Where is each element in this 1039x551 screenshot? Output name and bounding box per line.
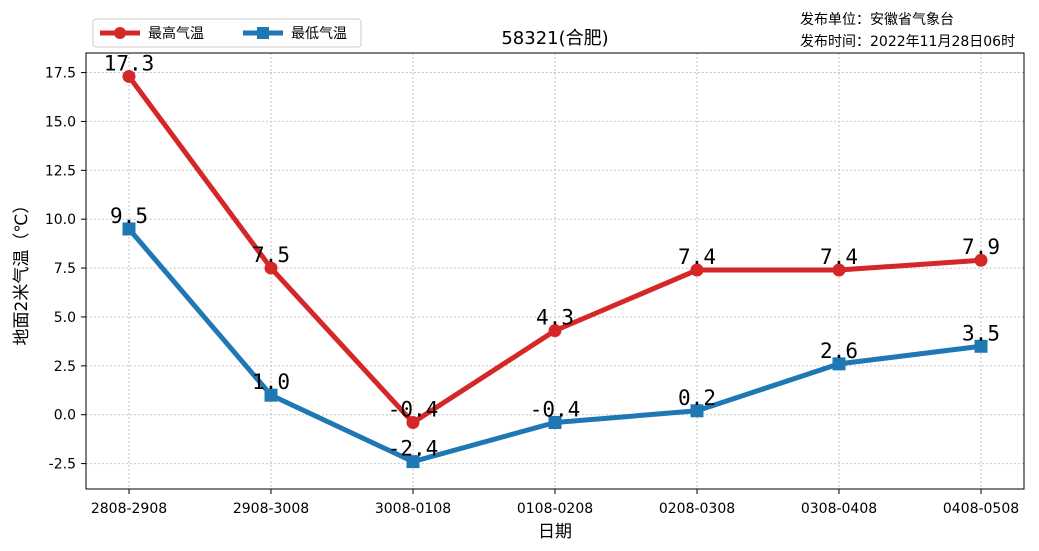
y-tick-label: 12.5: [45, 163, 76, 179]
data-point-max: [122, 69, 136, 83]
legend: 最高气温 最低气温: [92, 18, 362, 48]
legend-max-label: 最高气温: [148, 25, 204, 42]
y-axis-label: 地面2米气温（℃）: [12, 197, 32, 346]
x-tick-label: 0108-0208: [517, 501, 593, 517]
data-point-max: [974, 253, 988, 267]
data-label-min: 9.5: [110, 204, 148, 228]
data-label-max: 7.4: [678, 245, 716, 269]
data-point-min: [548, 416, 562, 430]
y-axis: -2.5 0.0 2.5 5.0 7.5 10.0 12.5 15.0 17.5: [45, 66, 86, 473]
data-point-max: [690, 263, 704, 277]
data-label-min: -2.4: [388, 437, 439, 461]
legend-min-label: 最低气温: [291, 26, 347, 42]
x-tick-label: 3008-0108: [375, 501, 451, 517]
x-tick-label: 0308-0408: [801, 501, 877, 517]
data-point-max: [406, 416, 420, 430]
data-point-max: [264, 261, 278, 275]
release-time-line: 发布时间：2022年11月28日06时: [800, 34, 1015, 50]
y-tick-label: 0.0: [54, 408, 76, 424]
data-label-max: 7.9: [962, 235, 1000, 259]
legend-box: [92, 18, 362, 48]
data-point-min: [832, 357, 846, 371]
data-point-min: [264, 388, 278, 402]
x-tick-label: 2808-2908: [91, 501, 167, 517]
legend-max-marker: [114, 27, 126, 39]
y-tick-label: 10.0: [45, 212, 76, 228]
data-label-min: 2.6: [820, 339, 858, 363]
chart-title: 58321(合肥): [501, 28, 608, 49]
data-point-min: [406, 455, 420, 469]
grid-lines: [86, 53, 1024, 489]
data-label-min: 0.2: [678, 386, 716, 410]
data-label-max: -0.4: [388, 398, 439, 422]
x-tick-label: 0208-0308: [659, 501, 735, 517]
data-label-max: 17.3: [104, 51, 155, 75]
series-layer: [122, 69, 988, 469]
data-label-max: 7.4: [820, 245, 858, 269]
data-label-layer: 17.3 7.5 -0.4 4.3 7.4 7.4 7.9 9.5 1.0 -2.4 -0.4 0.2…: [104, 51, 1000, 460]
data-label-min: 1.0: [252, 370, 290, 394]
x-axis: 2808-2908 2908-3008 3008-0108 0108-0208 0208…: [91, 489, 1019, 517]
x-axis-label: 日期: [538, 522, 572, 542]
x-tick-label: 0408-0508: [943, 501, 1019, 517]
publisher-line: 发布单位：安徽省气象台: [800, 12, 954, 28]
data-point-min: [122, 222, 136, 236]
data-label-max: 7.5: [252, 243, 290, 267]
data-label-min: 3.5: [962, 321, 1000, 345]
data-point-max: [548, 324, 562, 338]
data-point-min: [690, 404, 704, 418]
y-tick-label: -2.5: [49, 457, 76, 473]
legend-min-marker: [257, 27, 269, 39]
data-point-max: [832, 263, 846, 277]
data-label-min: -0.4: [530, 398, 581, 422]
y-tick-label: 15.0: [45, 114, 76, 130]
y-tick-label: 7.5: [54, 261, 76, 277]
y-tick-label: 17.5: [45, 66, 76, 82]
x-tick-label: 2908-3008: [233, 501, 309, 517]
data-point-min: [974, 339, 988, 353]
y-tick-label: 5.0: [54, 310, 76, 326]
y-tick-label: 2.5: [54, 359, 76, 375]
data-label-max: 4.3: [536, 306, 574, 330]
